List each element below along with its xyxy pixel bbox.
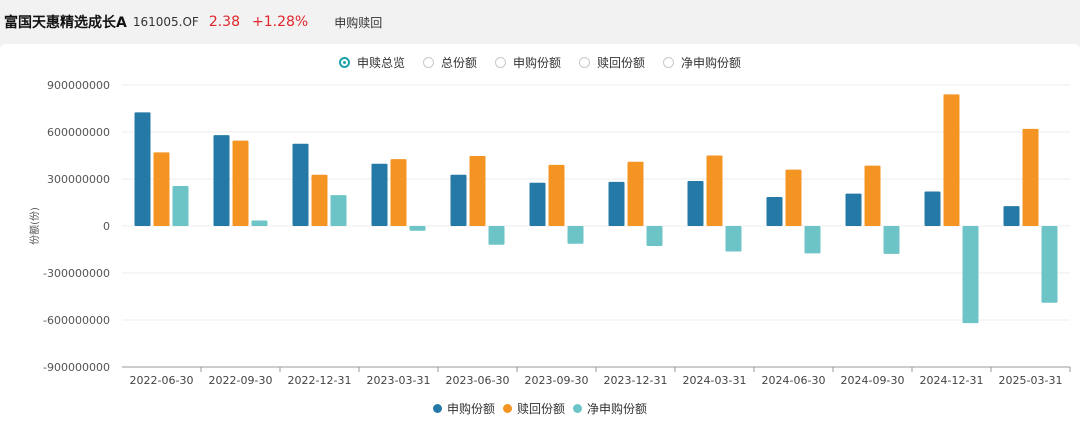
radio-dot-icon: [338, 57, 350, 68]
bar-net: [251, 220, 268, 226]
bar-redemption: [311, 174, 328, 226]
bar-redemption: [469, 155, 486, 226]
fund-name: 富国天惠精选成长A: [4, 15, 127, 31]
bar-subscription: [450, 174, 467, 226]
header: 富国天惠精选成长A 161005.OF 2.38 +1.28% 申购赎回: [0, 0, 1080, 44]
radio-redemption-shares[interactable]: 赎回份额: [579, 54, 645, 71]
bar-redemption: [153, 152, 170, 226]
radio-net-subscription[interactable]: 净申购份额: [663, 54, 741, 71]
bar-redemption: [706, 155, 723, 226]
bar-redemption: [864, 165, 881, 226]
x-tick-label: 2025-03-31: [999, 374, 1063, 387]
bar-subscription: [766, 197, 783, 226]
bar-subscription: [608, 181, 625, 226]
bar-redemption: [943, 94, 960, 227]
bar-subscription: [371, 163, 388, 226]
y-tick-label: -900000000: [43, 361, 110, 374]
x-tick-label: 2022-06-30: [130, 374, 194, 387]
legend-swatch-icon: [573, 404, 582, 413]
x-tick-label: 2023-12-31: [604, 374, 668, 387]
x-tick-label: 2023-06-30: [446, 374, 510, 387]
view-radio-group: 申赎总览 总份额 申购份额 赎回份额 净申购份额: [0, 54, 1080, 71]
y-tick-label: -300000000: [43, 267, 110, 280]
radio-subscription-shares[interactable]: 申购份额: [494, 54, 561, 71]
bar-redemption: [232, 140, 249, 226]
bar-redemption: [627, 161, 644, 226]
bar-net: [409, 226, 426, 231]
radio-dot-icon: [494, 57, 506, 68]
chart-legend: 申购份额 赎回份额 净申购份额: [0, 400, 1080, 417]
y-tick-label: 600000000: [47, 126, 110, 139]
bar-subscription: [529, 182, 546, 226]
y-axis-label: 份额(份): [28, 207, 41, 245]
y-tick-label: -600000000: [43, 314, 110, 327]
radio-label: 赎回份额: [597, 56, 646, 70]
bar-subscription: [924, 191, 941, 226]
bar-net: [646, 226, 663, 247]
fund-change: +1.28%: [252, 14, 309, 30]
radio-overview[interactable]: 申赎总览: [338, 54, 405, 71]
bar-subscription: [845, 193, 862, 226]
radio-dot-icon: [663, 57, 675, 68]
legend-item[interactable]: 净申购份额: [573, 400, 647, 417]
radio-total-shares[interactable]: 总份额: [422, 54, 477, 71]
bar-subscription: [134, 112, 151, 226]
x-tick-label: 2023-03-31: [367, 374, 431, 387]
bar-redemption: [548, 164, 565, 226]
section-title: 申购赎回: [334, 15, 383, 30]
legend-item[interactable]: 赎回份额: [502, 400, 565, 417]
fund-price: 2.38: [208, 14, 240, 30]
bar-net: [725, 226, 742, 252]
legend-swatch-icon: [502, 404, 512, 413]
radio-label: 申赎总览: [356, 56, 405, 70]
y-tick-label: 0: [103, 220, 110, 233]
bar-net: [1041, 226, 1058, 303]
bar-net: [172, 186, 189, 226]
bar-subscription: [292, 143, 309, 226]
bar-net: [330, 195, 347, 226]
radio-dot-icon: [422, 57, 434, 68]
x-tick-label: 2024-12-31: [920, 374, 984, 387]
bar-chart: 900000000 600000000 300000000 0 -300000000 -6…: [28, 79, 1071, 387]
bar-net: [804, 226, 821, 254]
y-tick-label: 900000000: [47, 79, 110, 92]
chart-panel: 申赎总览 总份额 申购份额 赎回份额 净申购份额: [0, 44, 1080, 424]
bar-redemption: [1022, 128, 1039, 226]
radio-label: 净申购份额: [681, 56, 742, 70]
bar-net: [883, 226, 900, 254]
bar-net: [488, 226, 505, 245]
bar-redemption: [390, 159, 407, 226]
legend-swatch-icon: [432, 404, 442, 413]
bar-redemption: [785, 169, 802, 226]
radio-dot-icon: [579, 57, 590, 68]
x-tick-label: 2024-06-30: [762, 374, 826, 387]
x-tick-label: 2022-12-31: [288, 374, 352, 387]
bar-subscription: [213, 135, 230, 226]
x-tick-label: 2023-09-30: [525, 374, 589, 387]
legend-label: 净申购份额: [587, 402, 648, 416]
x-tick-label: 2024-09-30: [841, 374, 905, 387]
bar-net: [567, 226, 584, 244]
x-tick-label: 2024-03-31: [683, 374, 747, 387]
legend-item[interactable]: 申购份额: [432, 400, 495, 417]
legend-label: 赎回份额: [516, 402, 565, 416]
radio-label: 总份额: [440, 56, 477, 70]
bar-subscription: [687, 181, 704, 226]
fund-code: 161005.OF: [132, 15, 199, 29]
legend-label: 申购份额: [446, 402, 495, 416]
x-tick-label: 2022-09-30: [209, 374, 273, 387]
radio-label: 申购份额: [512, 56, 561, 70]
bar-net: [962, 226, 979, 324]
y-tick-label: 300000000: [47, 173, 110, 186]
bar-subscription: [1003, 206, 1020, 226]
